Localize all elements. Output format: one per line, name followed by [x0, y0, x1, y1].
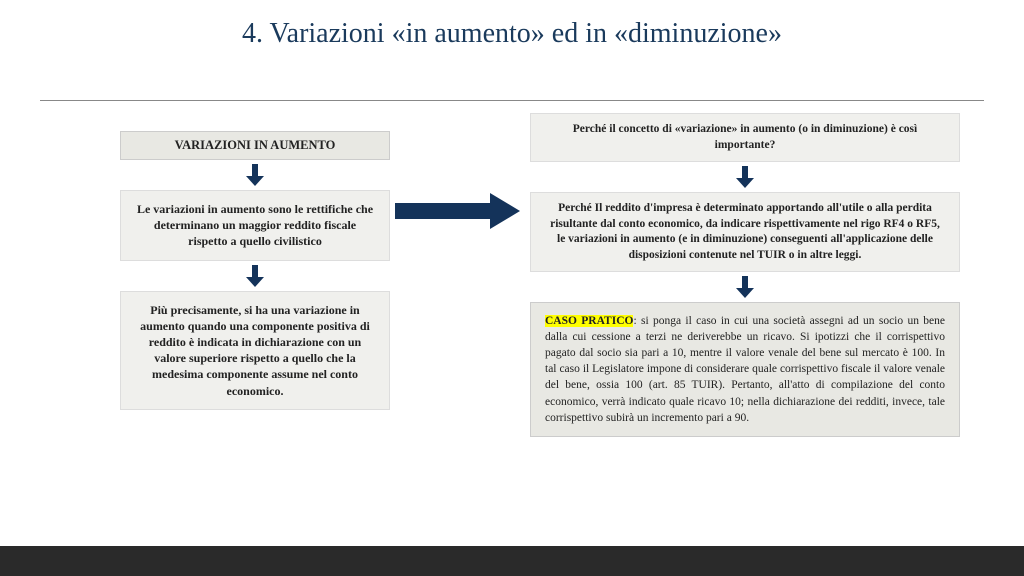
right-answer-box: Perché Il reddito d'impresa è determinat…	[530, 192, 960, 272]
right-column: Perché il concetto di «variazione» in au…	[530, 113, 960, 437]
right-question-box: Perché il concetto di «variazione» in au…	[530, 113, 960, 162]
caso-label: CASO PRATICO	[545, 315, 633, 327]
arrow-down-icon	[246, 265, 264, 287]
left-header-box: VARIAZIONI IN AUMENTO	[120, 131, 390, 160]
arrow-right-icon	[395, 193, 520, 229]
arrow-down-icon	[246, 164, 264, 186]
caso-pratico-box: CASO PRATICO: si ponga il caso in cui un…	[530, 302, 960, 437]
content-area: VARIAZIONI IN AUMENTO Le variazioni in a…	[0, 101, 1024, 521]
footer-bar	[0, 546, 1024, 576]
left-box-2: Più precisamente, si ha una variazione i…	[120, 291, 390, 410]
left-column: VARIAZIONI IN AUMENTO Le variazioni in a…	[120, 131, 390, 410]
caso-text: : si ponga il caso in cui una società as…	[545, 315, 945, 424]
arrow-down-icon	[736, 276, 754, 298]
arrow-down-icon	[736, 166, 754, 188]
left-box-1: Le variazioni in aumento sono le rettifi…	[120, 190, 390, 261]
slide-title: 4. Variazioni «in aumento» ed in «diminu…	[0, 0, 1024, 50]
